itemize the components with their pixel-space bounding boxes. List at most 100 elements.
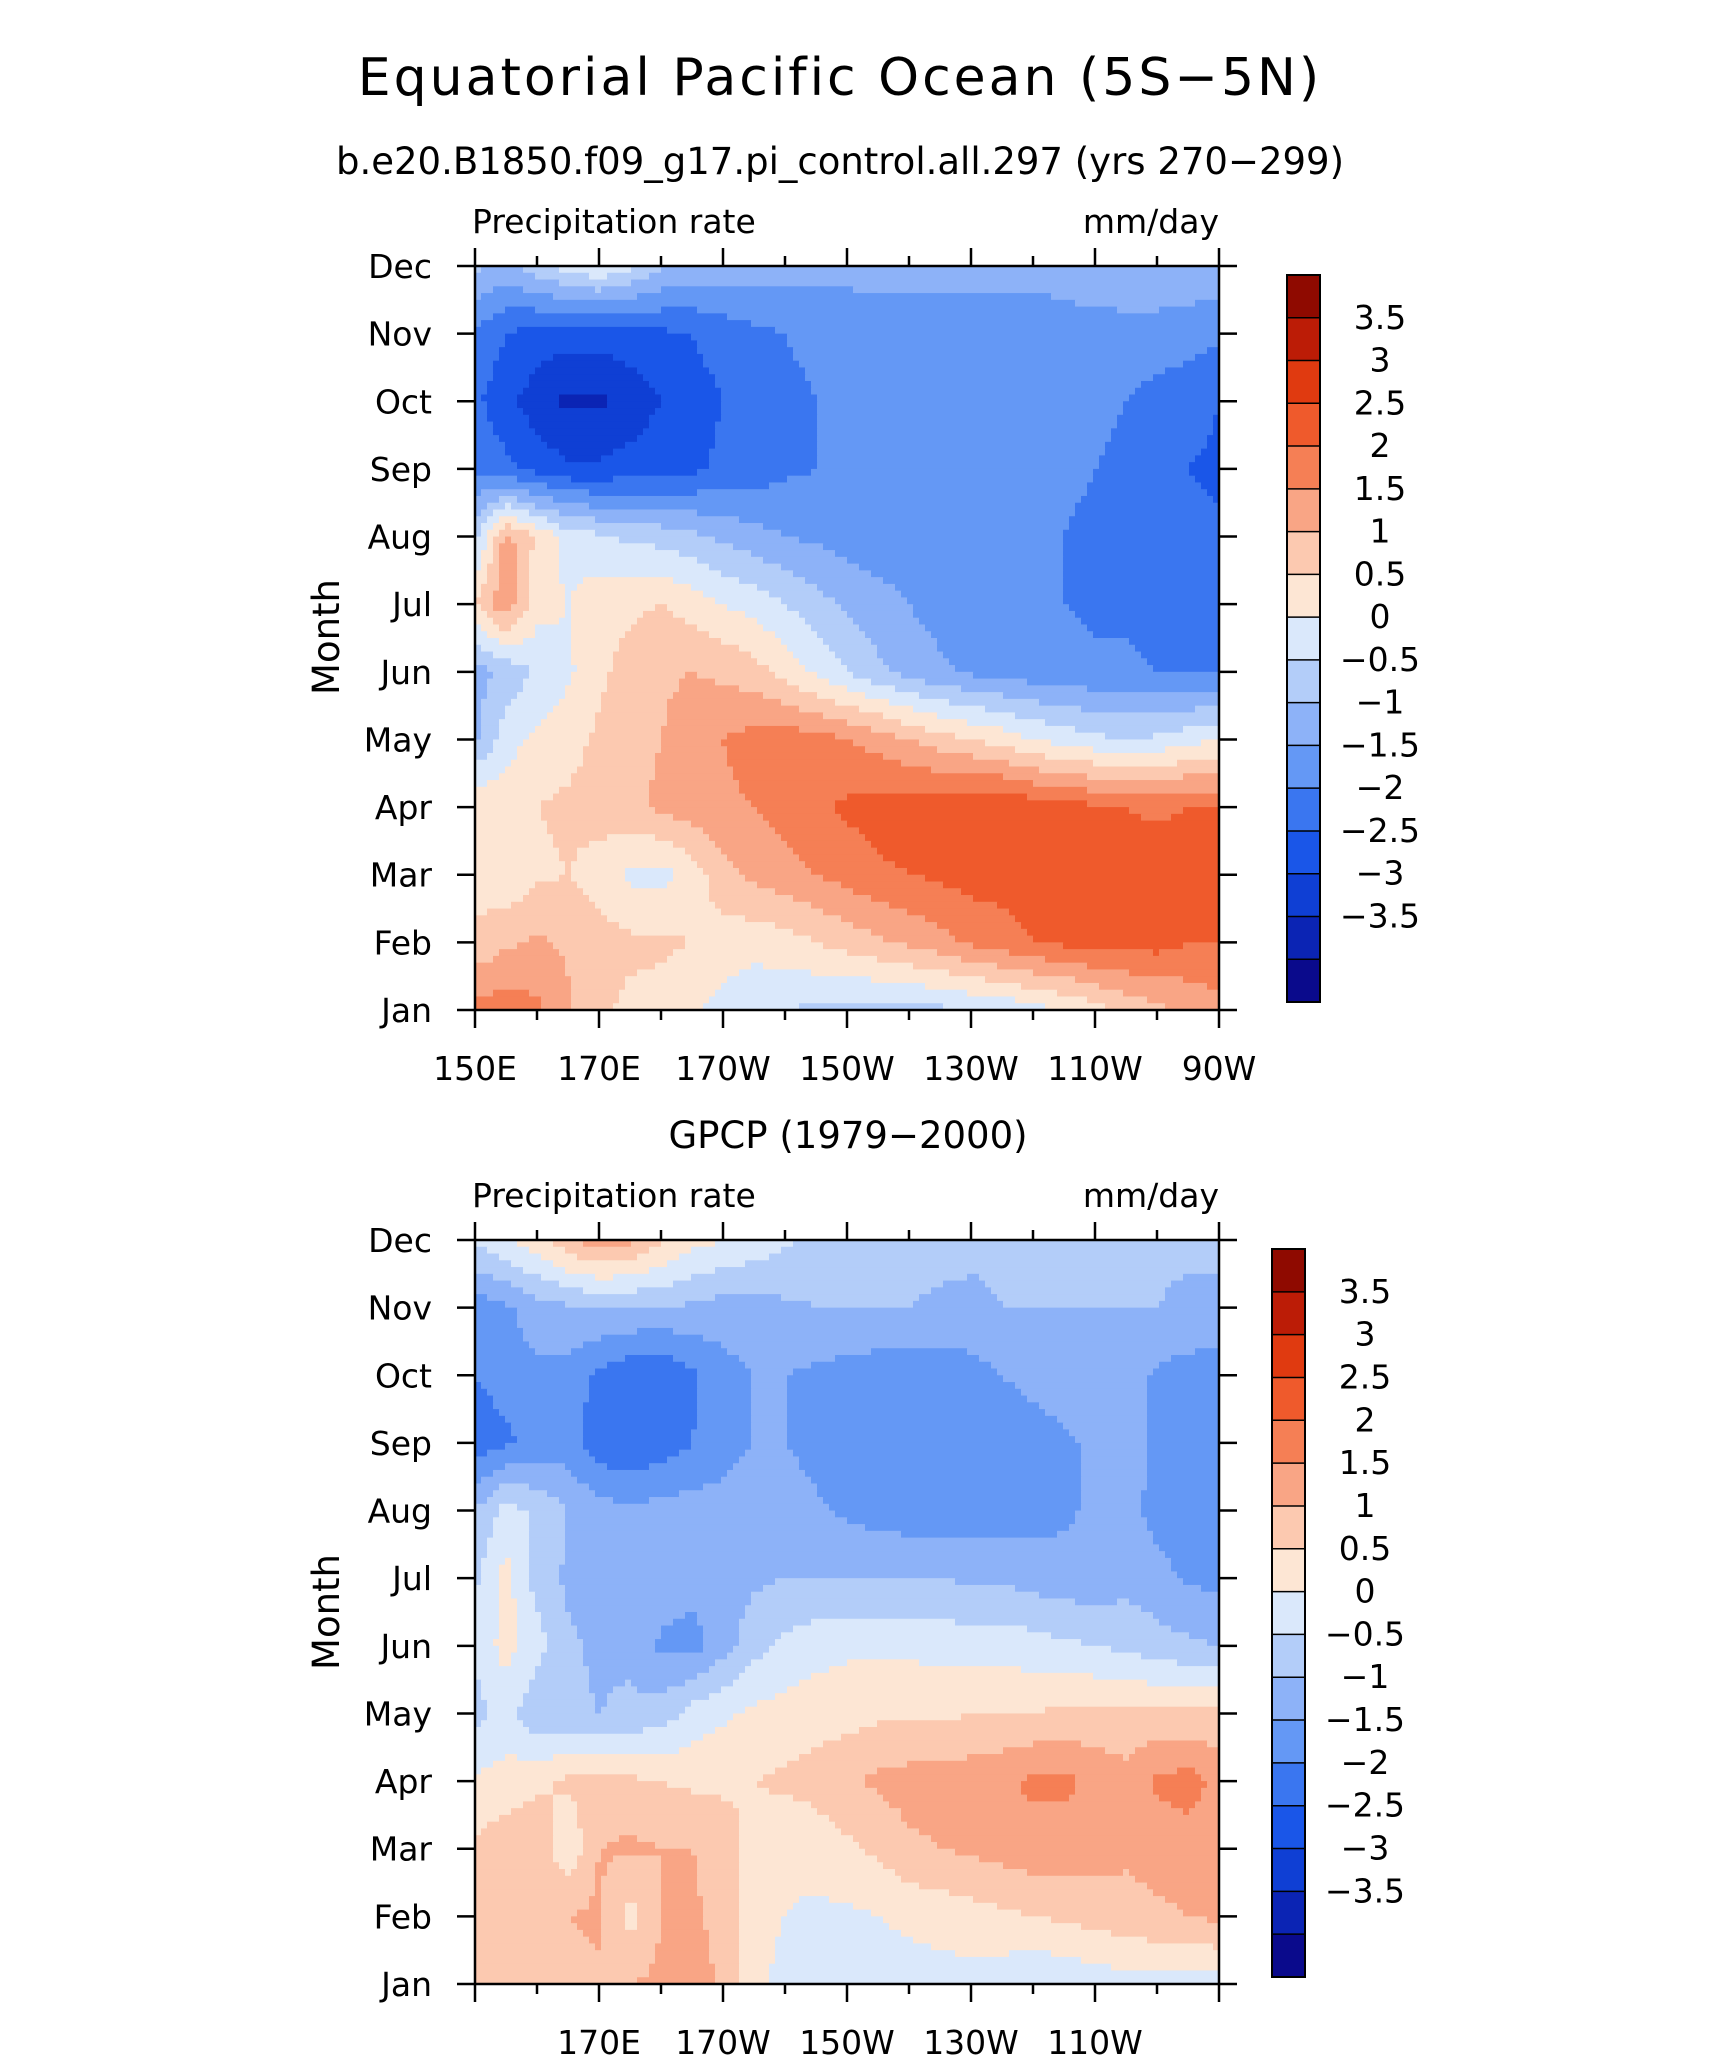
x-tick-label: 130W: [923, 2023, 1019, 2058]
contour-cell: [661, 1862, 698, 1870]
contour-cell: [691, 1246, 782, 1255]
contour-cell: [475, 955, 494, 964]
contour-cell: [1081, 617, 1220, 626]
contour-cell: [937, 922, 1022, 930]
contour-cell: [1039, 1591, 1220, 1600]
contour-cell: [577, 1476, 722, 1485]
contour-cell: [493, 428, 536, 436]
contour-cell: [841, 881, 944, 889]
contour-cell: [847, 665, 890, 673]
contour-cell: [583, 746, 662, 754]
panel-model-title: b.e20.B1850.f09_g17.pi_control.all.297 (…: [336, 140, 1344, 183]
contour-cell: [499, 583, 518, 592]
contour-cell: [475, 550, 482, 558]
contour-cell: [493, 550, 500, 558]
contour-cell: [505, 766, 578, 774]
contour-cell: [739, 1848, 866, 1857]
contour-cell: [1159, 1794, 1202, 1802]
contour-cell: [775, 1956, 1082, 1965]
contour-cell: [511, 455, 566, 463]
contour-cell: [673, 1618, 698, 1627]
contour-cell: [811, 1672, 1094, 1681]
contour-cell: [661, 1882, 698, 1890]
contour-cell: [661, 306, 698, 314]
contour-cell: [553, 1841, 584, 1850]
contour-cell: [1033, 969, 1130, 977]
contour-cell: [817, 448, 1106, 456]
contour-cell: [505, 340, 698, 348]
contour-cell: [529, 1483, 590, 1491]
contour-cell: [721, 570, 794, 578]
contour-cell: [499, 1578, 512, 1586]
contour-cell: [475, 949, 500, 957]
contour-cell: [835, 800, 1088, 808]
contour-cell: [697, 1422, 752, 1430]
contour-cell: [787, 1422, 1064, 1430]
contour-cell: [559, 394, 608, 402]
contour-cell: [475, 367, 494, 375]
contour-cell: [1207, 1916, 1220, 1924]
contour-cell: [769, 1963, 1112, 1972]
contour-cell: [949, 1889, 1154, 1897]
contour-cell: [529, 1246, 566, 1255]
contour-cell: [709, 1666, 746, 1674]
contour-cell: [625, 1916, 638, 1924]
contour-cell: [715, 989, 968, 998]
contour-cell: [493, 1639, 518, 1647]
contour-cell: [775, 1950, 956, 1958]
contour-cell: [1093, 759, 1178, 768]
contour-cell: [577, 1821, 740, 1830]
contour-cell: [895, 732, 956, 741]
contour-cell: [1021, 1666, 1220, 1674]
contour-cell: [529, 597, 566, 605]
contour-cell: [901, 671, 974, 680]
contour-cell: [541, 1652, 584, 1660]
contour-cell: [817, 401, 1124, 409]
contour-cell: [691, 1442, 752, 1451]
contour-cell: [475, 739, 494, 747]
contour-cell: [595, 725, 662, 734]
colorbar-label: 2.5: [1339, 1357, 1391, 1396]
contour-cell: [499, 1652, 512, 1660]
contour-cell: [667, 705, 800, 713]
contour-cell: [493, 1517, 530, 1525]
contour-cell: [487, 1497, 560, 1505]
contour-cell: [811, 1801, 890, 1809]
contour-cell: [901, 1814, 1220, 1823]
contour-cell: [913, 1936, 1148, 1945]
contour-cell: [1147, 1882, 1220, 1890]
contour-cell: [481, 698, 512, 707]
contour-cell: [811, 624, 860, 632]
contour-cell: [721, 414, 818, 423]
contour-cell: [493, 509, 530, 517]
contour-cell: [715, 374, 806, 382]
contour-cell: [751, 1409, 788, 1417]
contour-cell: [679, 678, 716, 686]
contour-cell: [715, 597, 782, 605]
contour-cell: [475, 570, 488, 578]
contour-cell: [547, 820, 692, 828]
contour-cell: [1111, 435, 1208, 443]
contour-cell: [529, 1537, 566, 1545]
contour-cell: [673, 1280, 944, 1288]
contour-cell: [475, 1781, 554, 1789]
contour-cell: [511, 901, 596, 910]
contour-cell: [559, 509, 698, 517]
contour-cell: [475, 1544, 488, 1552]
contour-cell: [721, 408, 818, 416]
contour-cell: [811, 1476, 1082, 1485]
contour-cell: [565, 969, 638, 977]
contour-cell: [517, 543, 536, 551]
contour-cell: [475, 1869, 566, 1877]
contour-cell: [733, 1713, 962, 1721]
contour-cell: [481, 1382, 590, 1390]
contour-cell: [925, 982, 1022, 991]
y-tick-label: Jun: [378, 1627, 432, 1666]
contour-cell: [1183, 1909, 1220, 1917]
contour-cell: [475, 665, 488, 673]
contour-cell: [475, 1415, 506, 1424]
contour-cell: [595, 1869, 608, 1877]
contour-cell: [523, 895, 590, 903]
contour-cell: [1093, 631, 1220, 639]
contour-cell: [1147, 1517, 1220, 1525]
